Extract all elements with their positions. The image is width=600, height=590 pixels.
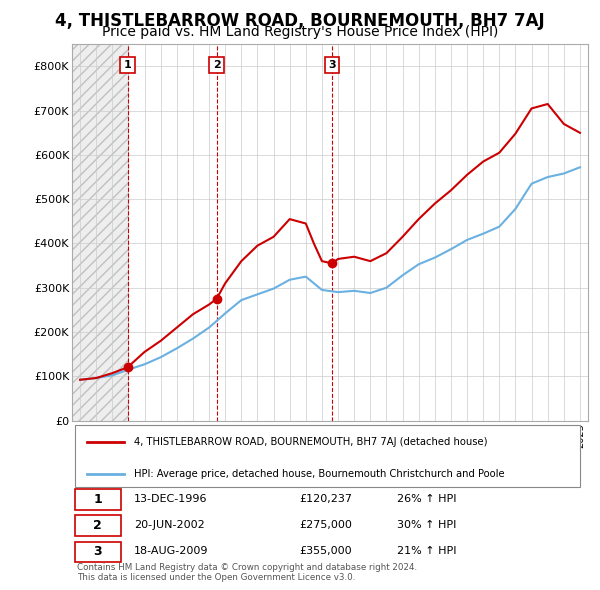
Text: £275,000: £275,000 bbox=[299, 520, 352, 530]
Text: 3: 3 bbox=[328, 60, 336, 70]
Text: Price paid vs. HM Land Registry's House Price Index (HPI): Price paid vs. HM Land Registry's House … bbox=[102, 25, 498, 40]
Text: 21% ↑ HPI: 21% ↑ HPI bbox=[397, 546, 457, 556]
Text: 4, THISTLEBARROW ROAD, BOURNEMOUTH, BH7 7AJ (detached house): 4, THISTLEBARROW ROAD, BOURNEMOUTH, BH7 … bbox=[134, 437, 487, 447]
Text: 1: 1 bbox=[94, 493, 102, 506]
FancyBboxPatch shape bbox=[74, 489, 121, 510]
Text: 1: 1 bbox=[124, 60, 131, 70]
Text: 26% ↑ HPI: 26% ↑ HPI bbox=[397, 494, 457, 504]
Text: 3: 3 bbox=[94, 545, 102, 558]
Bar bbox=[72, 44, 128, 421]
FancyBboxPatch shape bbox=[74, 516, 121, 536]
Text: Contains HM Land Registry data © Crown copyright and database right 2024.
This d: Contains HM Land Registry data © Crown c… bbox=[77, 563, 417, 582]
Text: £355,000: £355,000 bbox=[299, 546, 352, 556]
Text: 4, THISTLEBARROW ROAD, BOURNEMOUTH, BH7 7AJ: 4, THISTLEBARROW ROAD, BOURNEMOUTH, BH7 … bbox=[55, 12, 545, 30]
Text: HPI: Average price, detached house, Bournemouth Christchurch and Poole: HPI: Average price, detached house, Bour… bbox=[134, 470, 505, 480]
FancyBboxPatch shape bbox=[74, 542, 121, 562]
FancyBboxPatch shape bbox=[74, 425, 580, 487]
Text: 18-AUG-2009: 18-AUG-2009 bbox=[134, 546, 208, 556]
Bar bbox=[72, 44, 128, 421]
Text: 2: 2 bbox=[213, 60, 221, 70]
Text: 30% ↑ HPI: 30% ↑ HPI bbox=[397, 520, 457, 530]
Text: £120,237: £120,237 bbox=[299, 494, 352, 504]
Text: 20-JUN-2002: 20-JUN-2002 bbox=[134, 520, 205, 530]
Text: 13-DEC-1996: 13-DEC-1996 bbox=[134, 494, 208, 504]
Text: 2: 2 bbox=[94, 519, 102, 532]
